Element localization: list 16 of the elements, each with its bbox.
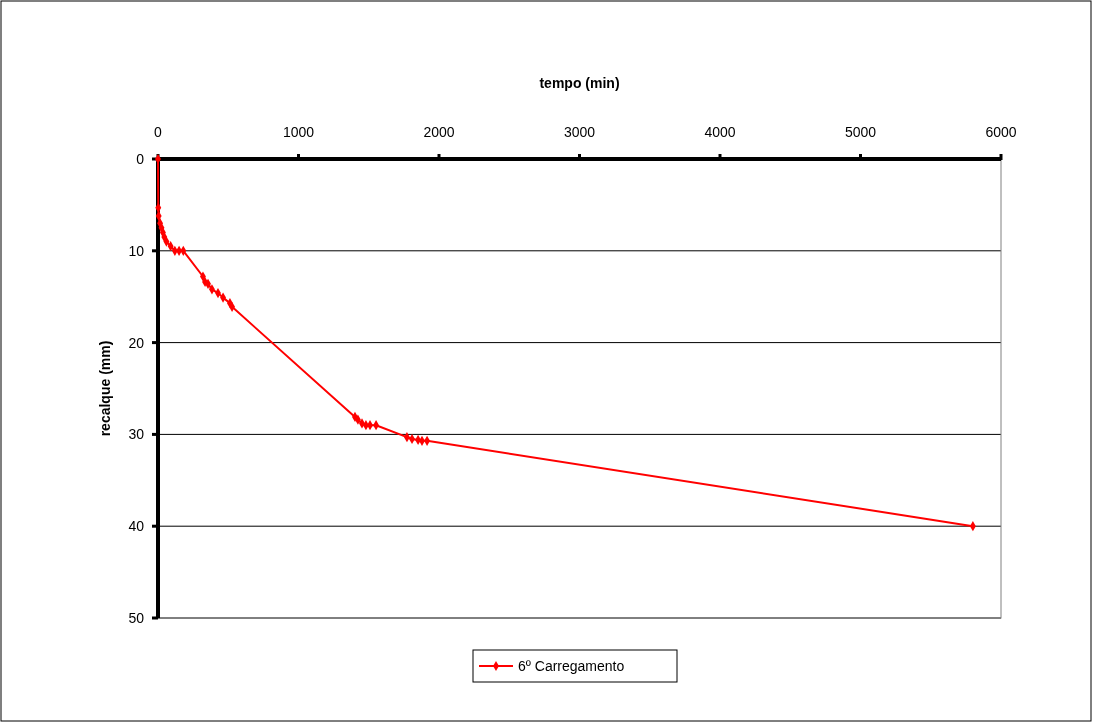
x-tick-label: 3000: [563, 124, 596, 140]
y-tick-label: 0: [136, 151, 145, 167]
x-tick-label: 0: [154, 124, 163, 140]
x-axis-title: tempo (min): [539, 75, 620, 91]
y-tick-label: 50: [128, 610, 145, 626]
x-tick-label: 6000: [985, 124, 1017, 140]
x-tick-label: 2000: [423, 124, 455, 140]
y-tick-label: 20: [128, 334, 145, 351]
y-tick-label: 30: [128, 426, 145, 443]
x-tick-label: 1000: [282, 124, 315, 140]
legend-label: 6º Carregamento: [518, 658, 625, 674]
y-tick-label: 40: [128, 518, 145, 535]
y-axis-title: recalque (mm): [97, 340, 113, 437]
x-tick-label: 4000: [704, 124, 736, 140]
y-tick-label: 10: [128, 242, 145, 259]
x-tick-label: 5000: [844, 124, 877, 140]
